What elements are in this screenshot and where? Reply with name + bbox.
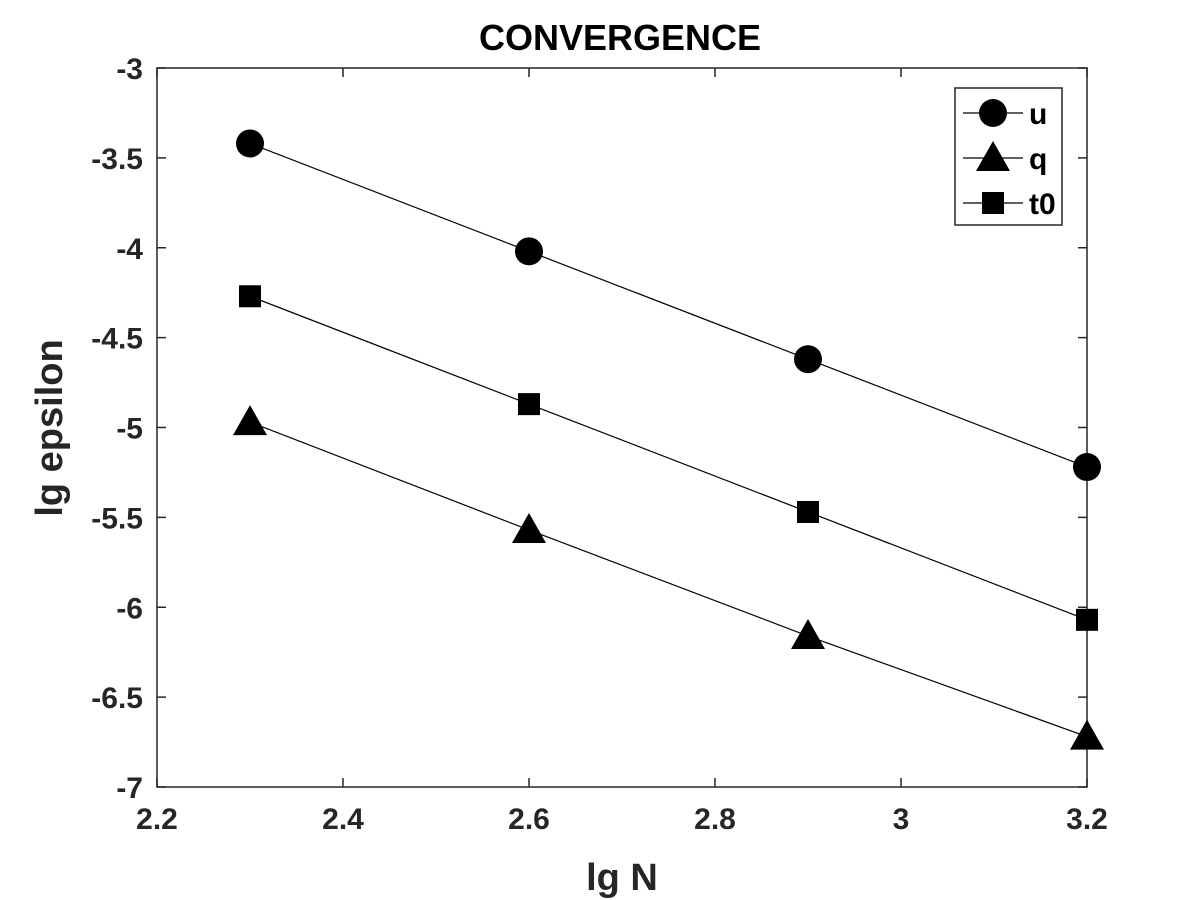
y-tick-label: -5 <box>116 413 143 446</box>
x-tick-label: 2.2 <box>136 803 178 836</box>
y-tick-label: -4 <box>116 233 143 266</box>
data-point-q <box>512 512 546 543</box>
legend-label: u <box>1029 98 1047 131</box>
data-point-t0 <box>518 393 540 416</box>
data-point-u <box>515 237 543 266</box>
data-point-t0 <box>239 285 261 308</box>
y-tick-label: -3 <box>116 53 143 86</box>
series-layer <box>233 129 1104 750</box>
data-point-q <box>1070 719 1104 750</box>
chart-title: CONVERGENCE <box>479 17 761 58</box>
legend-label: q <box>1029 143 1047 176</box>
series-line-q <box>249 421 1088 738</box>
y-tick-label: -7 <box>116 772 143 805</box>
legend-item-u: u <box>963 98 1047 131</box>
data-point-q <box>791 619 825 650</box>
y-tick-label: -5.5 <box>91 502 143 535</box>
legend-marker-u <box>979 99 1007 127</box>
y-axis-label: lg epsilon <box>29 339 71 516</box>
legend-label: t0 <box>1029 188 1056 221</box>
x-tick-label: 2.4 <box>322 803 364 836</box>
series-line-u <box>249 142 1088 468</box>
x-tick-label: 2.6 <box>508 803 550 836</box>
data-point-u <box>236 129 264 158</box>
legend-box <box>954 87 1063 226</box>
plot-area <box>156 67 1088 788</box>
legend-item-t0: t0 <box>963 188 1056 221</box>
data-point-q <box>233 405 267 436</box>
x-tick-label: 2.8 <box>694 803 736 836</box>
x-tick-label: 3 <box>893 803 910 836</box>
legend-marker-q <box>976 141 1010 171</box>
data-point-u <box>1073 453 1101 482</box>
legend: uq t0 <box>954 87 1063 226</box>
y-tick-label: -6.5 <box>91 682 143 715</box>
data-point-t0 <box>1076 608 1098 631</box>
data-point-u <box>794 345 822 374</box>
x-axis-label: lg N <box>586 857 658 899</box>
y-tick-label: -6 <box>116 592 143 625</box>
data-point-t0 <box>797 500 819 523</box>
series-q <box>233 405 1104 750</box>
legend-marker-t0 <box>982 192 1004 214</box>
legend-item-q: q <box>963 141 1047 176</box>
y-tick-label: -4.5 <box>91 323 143 356</box>
series-t0 <box>239 285 1098 631</box>
x-tick-label: 3.2 <box>1066 803 1108 836</box>
y-tick-label: -3.5 <box>91 143 143 176</box>
series-u <box>236 129 1101 482</box>
series-line-t0 <box>249 295 1088 621</box>
y-axis: -3 -3.5 -4 -4.5 -5 -5.5 -6 -6.5 -7 <box>91 53 1087 805</box>
x-axis: 2.2 2.4 2.6 2.8 3 3.2 <box>136 68 1108 836</box>
